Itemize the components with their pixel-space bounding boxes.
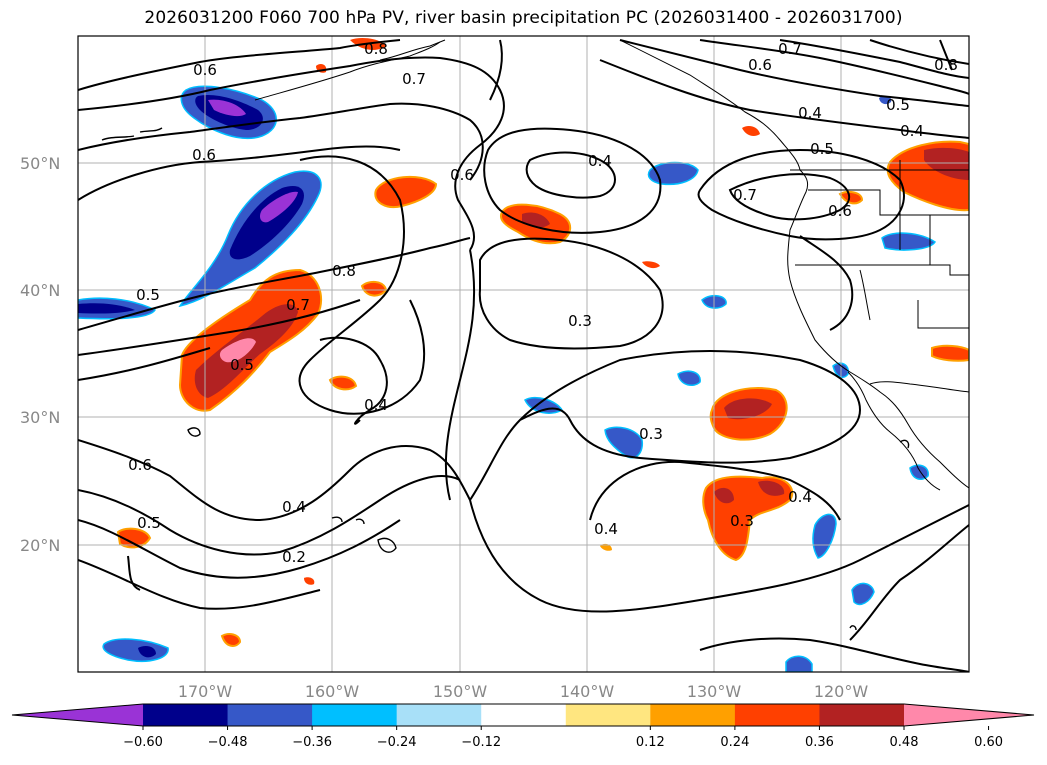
contour-label: 0.3 (730, 512, 754, 530)
lat-label: 50°N (20, 154, 60, 173)
colorbar-tick-label: 0.24 (720, 735, 749, 750)
contour-label: 0.4 (364, 396, 388, 414)
contour-label: 0.8 (934, 56, 958, 74)
colorbar-swatch (819, 704, 905, 726)
colorbar-swatch (734, 704, 820, 726)
contour-label: 0.7 (733, 186, 757, 204)
lat-label: 30°N (20, 408, 60, 427)
colorbar-tick-label: −0.12 (461, 735, 501, 750)
colorbar-tick-label: 0.48 (890, 735, 919, 750)
lon-label: 150°W (433, 682, 488, 701)
contour-label: 0.6 (128, 456, 152, 474)
contour-label: 0.3 (568, 312, 592, 330)
contour-labels: 0.6 0.8 0.7 0.6 0.7 0.8 0.6 0.4 0.5 0.4 … (128, 40, 958, 566)
lat-label: 40°N (20, 281, 60, 300)
lon-label: 140°W (560, 682, 615, 701)
colorbar-tick-label: −0.36 (292, 735, 332, 750)
lon-label: 120°W (814, 682, 869, 701)
contour-label: 0.4 (594, 520, 618, 538)
pv-contours (78, 39, 969, 672)
colorbar-tick-label: 0.36 (805, 735, 834, 750)
colorbar-swatch (565, 704, 651, 726)
colorbar-swatch (312, 704, 398, 726)
colorbar-swatch (143, 704, 229, 726)
contour-label: 0.4 (900, 122, 924, 140)
contour-label: 0.7 (286, 296, 310, 314)
contour-label: 0.7 (778, 40, 802, 58)
coastlines (254, 39, 969, 491)
colorbar-tick-label: 0.12 (636, 735, 665, 750)
contour-label: 0.4 (282, 498, 306, 516)
colorbar: −0.60 −0.48 −0.36 −0.24 −0.12 0.12 0.24 0.36 0.4… (11, 703, 1035, 750)
map-area (78, 36, 969, 672)
contour-label: 0.4 (798, 104, 822, 122)
colorbar-swatch (227, 704, 313, 726)
contour-label: 0.5 (230, 356, 254, 374)
colorbar-tick-label: 0.60 (974, 735, 1003, 750)
colorbar-swatch (481, 704, 567, 726)
lon-label: 170°W (178, 682, 233, 701)
contour-label: 0.6 (192, 146, 216, 164)
map-frame (77, 35, 970, 673)
contour-label: 0.5 (810, 140, 834, 158)
colorbar-tick-label: −0.48 (208, 735, 248, 750)
colorbar-swatch (650, 704, 736, 726)
lon-label: 160°W (305, 682, 360, 701)
contour-label: 0.8 (332, 262, 356, 280)
map-title: 2026031200 F060 700 hPa PV, river basin … (144, 8, 903, 28)
colorbar-tick-label: −0.60 (123, 735, 163, 750)
contour-label: 0.7 (402, 70, 426, 88)
contour-label: 0.5 (886, 96, 910, 114)
contour-label: 0.5 (136, 286, 160, 304)
colorbar-tick-label: −0.24 (377, 735, 417, 750)
latitude-labels: 50°N 40°N 30°N 20°N (20, 154, 60, 555)
lon-label: 130°W (687, 682, 742, 701)
contour-label: 0.6 (748, 56, 772, 74)
positive-precip-shading (116, 38, 969, 647)
contour-label: 0.5 (137, 514, 161, 532)
contour-label: 0.6 (828, 202, 852, 220)
colorbar-extend-high (904, 704, 1034, 726)
contour-label: 0.6 (450, 166, 474, 184)
contour-label: 0.4 (588, 152, 612, 170)
colorbar-extend-low (12, 704, 143, 726)
longitude-labels: 170°W 160°W 150°W 140°W 130°W 120°W (178, 682, 869, 701)
islands (101, 127, 910, 631)
contour-label: 0.8 (364, 40, 388, 58)
contour-label: 0.2 (282, 548, 306, 566)
contour-label: 0.4 (788, 488, 812, 506)
lat-label: 20°N (20, 536, 60, 555)
contour-label: 0.6 (193, 61, 217, 79)
colorbar-swatch (396, 704, 482, 726)
contour-label: 0.3 (639, 425, 663, 443)
